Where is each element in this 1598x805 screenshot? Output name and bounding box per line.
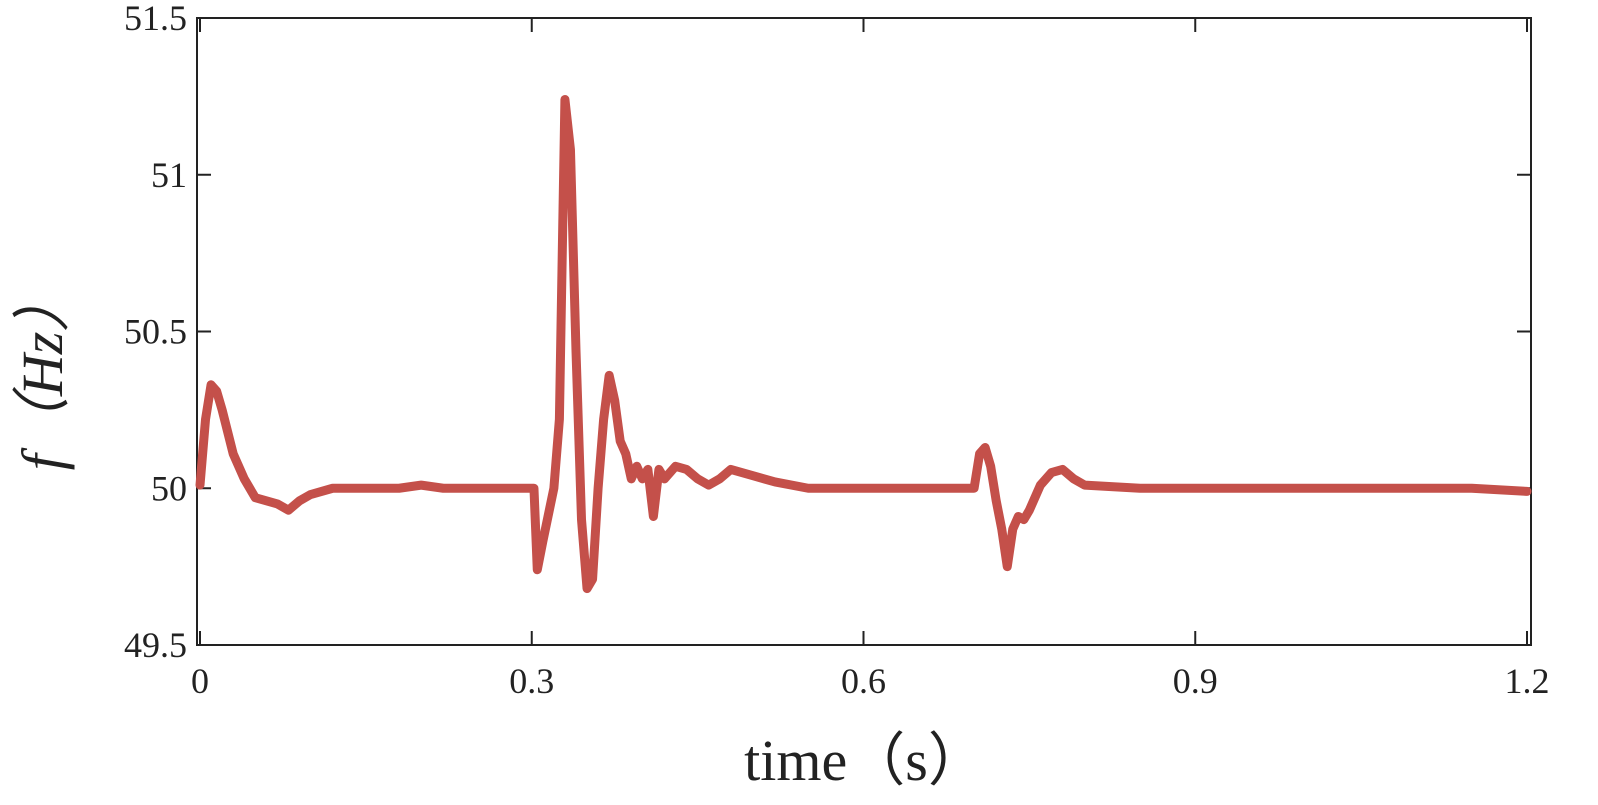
x-tick-label: 0.9 [1173,661,1218,701]
y-tick-label: 50 [151,468,187,508]
y-tick-label: 50.5 [124,312,187,352]
y-tick-label: 51.5 [124,0,187,38]
y-axis-label: f（Hz） [10,274,75,471]
y-tick-label: 51 [151,155,187,195]
plot-frame [196,17,1532,646]
data-line [195,95,1532,594]
x-tick-label: 0.6 [841,661,886,701]
x-axis-label: time（s） [744,728,986,793]
x-tick-label: 1.2 [1505,661,1550,701]
x-tick-label: 0 [191,661,209,701]
x-tick-label: 0.3 [509,661,554,701]
y-tick-label: 49.5 [124,625,187,665]
